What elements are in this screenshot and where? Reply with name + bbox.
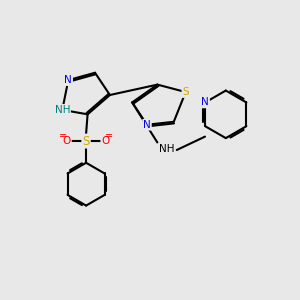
Text: O: O <box>63 136 71 146</box>
Text: =: = <box>105 131 113 141</box>
Text: NH: NH <box>159 143 174 154</box>
Text: O: O <box>101 136 110 146</box>
Text: N: N <box>64 75 72 85</box>
Text: N: N <box>201 98 209 107</box>
Text: S: S <box>82 135 90 148</box>
Text: N: N <box>143 120 151 130</box>
Text: NH: NH <box>55 105 70 115</box>
Text: =: = <box>59 131 67 141</box>
Text: S: S <box>182 87 189 97</box>
